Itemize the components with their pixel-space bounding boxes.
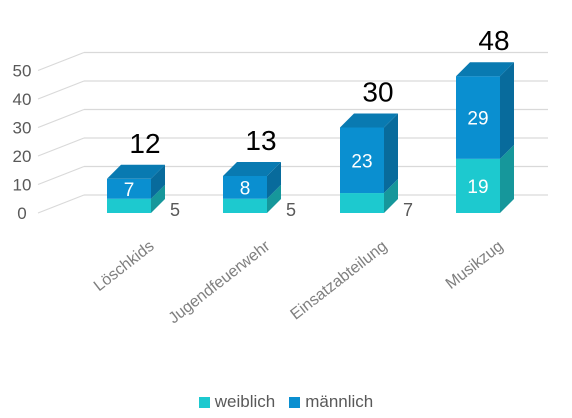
legend-swatch-maennlich bbox=[289, 396, 301, 408]
bar-mnnlich-2-side bbox=[384, 113, 398, 194]
y-tick-label-10: 10 bbox=[13, 176, 32, 195]
legend-item-maennlich: männlich bbox=[289, 392, 373, 412]
data-label-maennlich-0: 7 bbox=[124, 180, 135, 201]
data-label-weiblich-0: 5 bbox=[170, 200, 180, 220]
y-tick-label-30: 30 bbox=[13, 119, 32, 138]
bar-mnnlich-1-top bbox=[223, 161, 281, 176]
bar-mnnlich-1 bbox=[223, 175, 267, 199]
total-label-0: 12 bbox=[129, 128, 160, 159]
legend-swatch-weiblich bbox=[198, 396, 210, 408]
y-tick-label-20: 20 bbox=[13, 147, 32, 166]
bar-mnnlich-0-top bbox=[107, 164, 165, 179]
bar-mnnlich-3-side bbox=[500, 62, 514, 159]
gridline-50-diag bbox=[37, 51, 85, 72]
bar-mnnlich-0 bbox=[107, 178, 151, 199]
bar-weiblich-2 bbox=[340, 193, 384, 213]
bar-mnnlich-2-top bbox=[340, 113, 398, 128]
bar-weiblich-0-side bbox=[151, 184, 165, 213]
x-axis-categories: Löschkids Jugendfeuerwehr Einsatzabteilung… bbox=[91, 237, 507, 327]
bar-weiblich-3 bbox=[456, 158, 500, 213]
bar-mnnlich-3 bbox=[456, 76, 500, 159]
x-category-label-1: Jugendfeuerwehr bbox=[166, 237, 274, 327]
data-labels: 5 7 12 5 8 13 7 23 30 19 29 48 bbox=[124, 25, 510, 220]
total-label-3: 48 bbox=[478, 25, 509, 56]
bar-mnnlich-2 bbox=[340, 127, 384, 194]
data-label-maennlich-3: 29 bbox=[467, 109, 488, 130]
legend-label-weiblich: weiblich bbox=[214, 392, 276, 411]
x-category-label-2: Einsatzabteilung bbox=[287, 238, 390, 324]
total-label-2: 30 bbox=[362, 77, 393, 108]
data-label-weiblich-2: 7 bbox=[403, 200, 413, 220]
chart-legend: weiblich männlich bbox=[0, 392, 572, 412]
bar-weiblich-1 bbox=[223, 198, 267, 213]
gridline-20-diag bbox=[37, 137, 85, 157]
y-axis-ticks: 0 10 20 30 40 50 bbox=[13, 62, 32, 224]
bar-mnnlich-0-side bbox=[151, 164, 165, 199]
y-tick-label-40: 40 bbox=[13, 90, 32, 109]
bar-mnnlich-1-side bbox=[267, 161, 281, 199]
data-label-maennlich-1: 8 bbox=[240, 178, 251, 199]
y-tick-label-0: 0 bbox=[17, 204, 26, 223]
legend-item-weiblich: weiblich bbox=[198, 392, 276, 412]
total-label-1: 13 bbox=[245, 125, 276, 156]
x-category-label-0: Löschkids bbox=[91, 238, 158, 295]
gridline-30-diag bbox=[37, 108, 85, 129]
gridline-0-diag bbox=[37, 194, 85, 214]
data-label-weiblich-1: 5 bbox=[286, 200, 296, 220]
bar-weiblich-2-side bbox=[384, 179, 398, 213]
data-label-weiblich-3: 19 bbox=[467, 177, 488, 198]
bar-weiblich-0 bbox=[107, 198, 151, 213]
legend-label-maennlich: männlich bbox=[305, 392, 374, 411]
y-tick-label-50: 50 bbox=[13, 62, 32, 81]
gridline-10-diag bbox=[37, 165, 85, 186]
bar-layer bbox=[107, 62, 514, 213]
bar-weiblich-1-side bbox=[267, 184, 281, 213]
x-category-label-3: Musikzug bbox=[443, 238, 507, 293]
data-label-maennlich-2: 23 bbox=[351, 151, 372, 172]
bar-weiblich-3-side bbox=[500, 144, 514, 213]
bar-mnnlich-3-top bbox=[456, 62, 514, 77]
gridline-40-diag bbox=[37, 80, 85, 100]
